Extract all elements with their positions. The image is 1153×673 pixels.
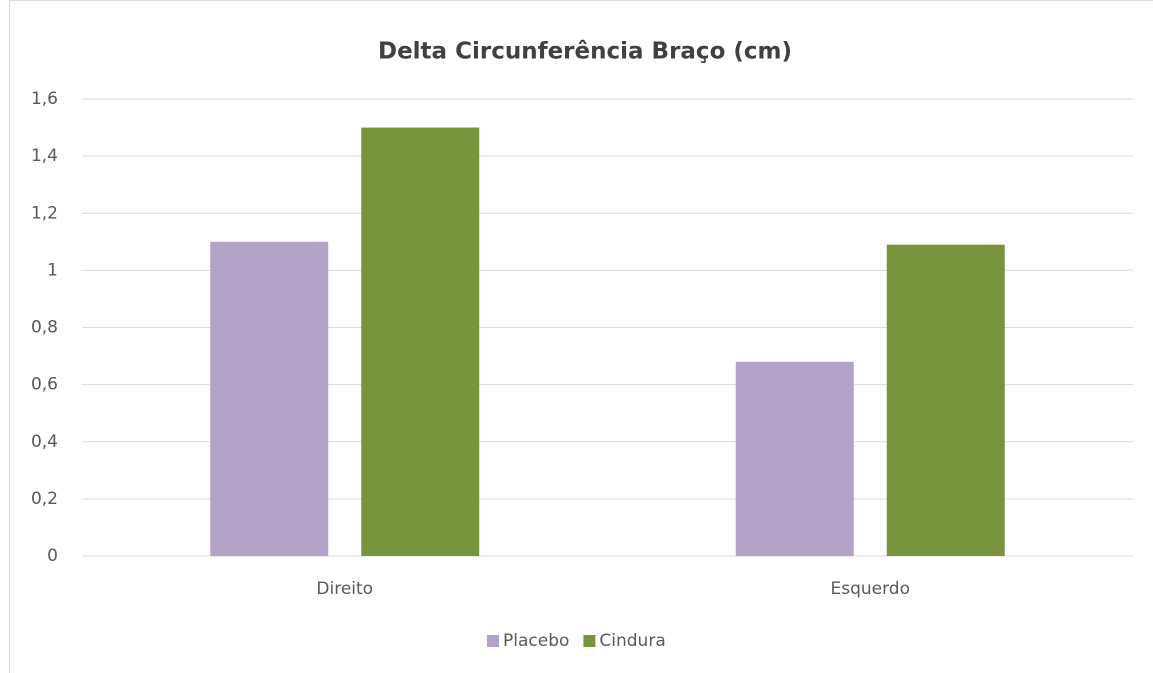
bar [735, 361, 854, 556]
y-tick-label: 0,8 [31, 318, 58, 338]
y-tick-label: 1,6 [31, 89, 58, 109]
x-tick-label: Direito [316, 579, 373, 599]
x-tick-label: Esquerdo [830, 579, 910, 599]
legend-label: Cindura [599, 631, 665, 651]
chart-title: Delta Circunferência Braço (cm) [378, 39, 792, 65]
y-tick-label: 1,2 [31, 203, 58, 223]
y-tick-label: 1 [47, 260, 58, 280]
bar [886, 244, 1005, 556]
legend-label: Placebo [503, 631, 569, 651]
y-tick-label: 0,2 [31, 489, 58, 509]
legend-swatch [583, 635, 596, 647]
bar [361, 127, 480, 556]
y-tick-label: 0,6 [31, 375, 58, 395]
legend-swatch [487, 635, 499, 647]
bar [210, 241, 329, 556]
y-tick-label: 0,4 [31, 432, 58, 452]
y-tick-label: 0 [47, 546, 58, 566]
y-tick-label: 1,4 [31, 146, 58, 166]
